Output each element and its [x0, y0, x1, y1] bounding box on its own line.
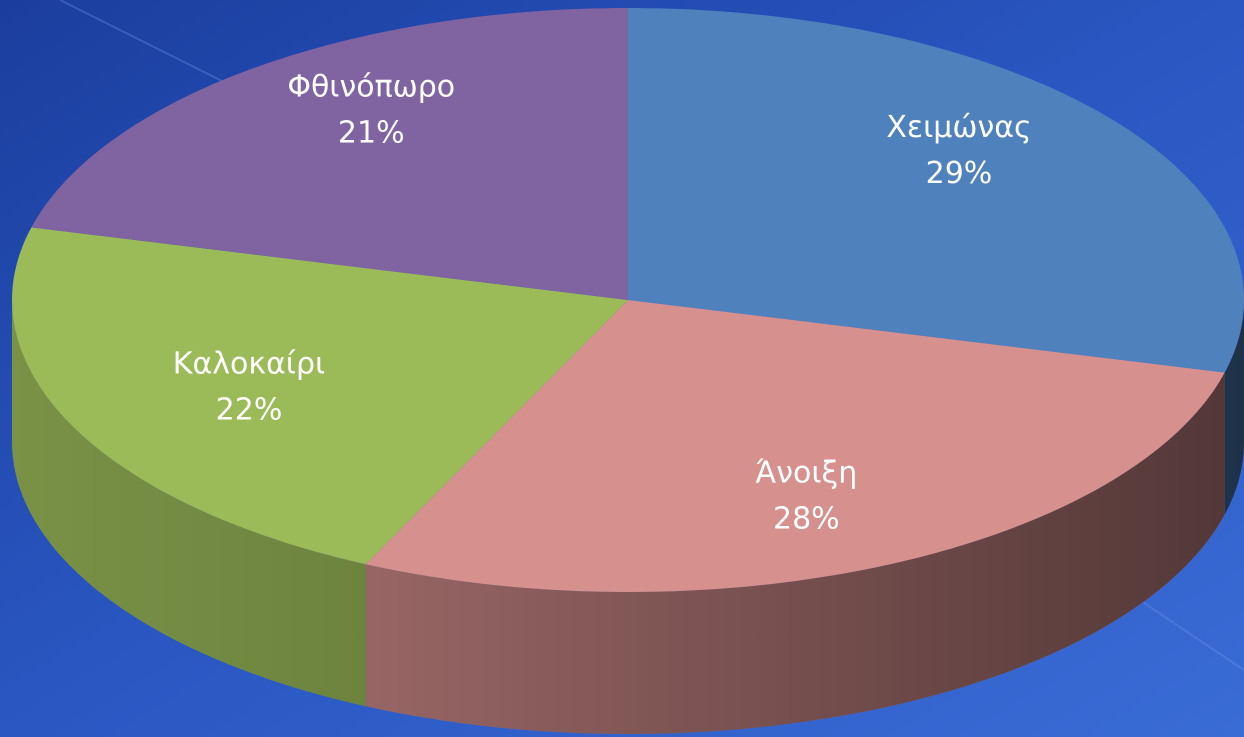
- value-label: 29%: [926, 156, 993, 191]
- side-shade: [1224, 300, 1244, 515]
- pie: Χειμώνας 29% Άνοιξη 28% Καλοκαίρι 22% Φθινόπωρ…: [12, 8, 1244, 734]
- slice: [365, 300, 1225, 592]
- category-label: Καλοκαίρι: [173, 346, 325, 381]
- slice: [12, 227, 628, 565]
- value-label: 28%: [773, 502, 840, 537]
- value-label: 22%: [216, 392, 283, 427]
- slice: [628, 8, 1244, 373]
- side-shade: [365, 372, 1225, 734]
- side-shade: [12, 300, 366, 707]
- category-label: Φθινόπωρο: [287, 70, 455, 105]
- category-label: Χειμώνας: [886, 110, 1031, 145]
- slice: [31, 8, 628, 300]
- value-label: 21%: [338, 116, 405, 151]
- category-label: Άνοιξη: [755, 456, 857, 491]
